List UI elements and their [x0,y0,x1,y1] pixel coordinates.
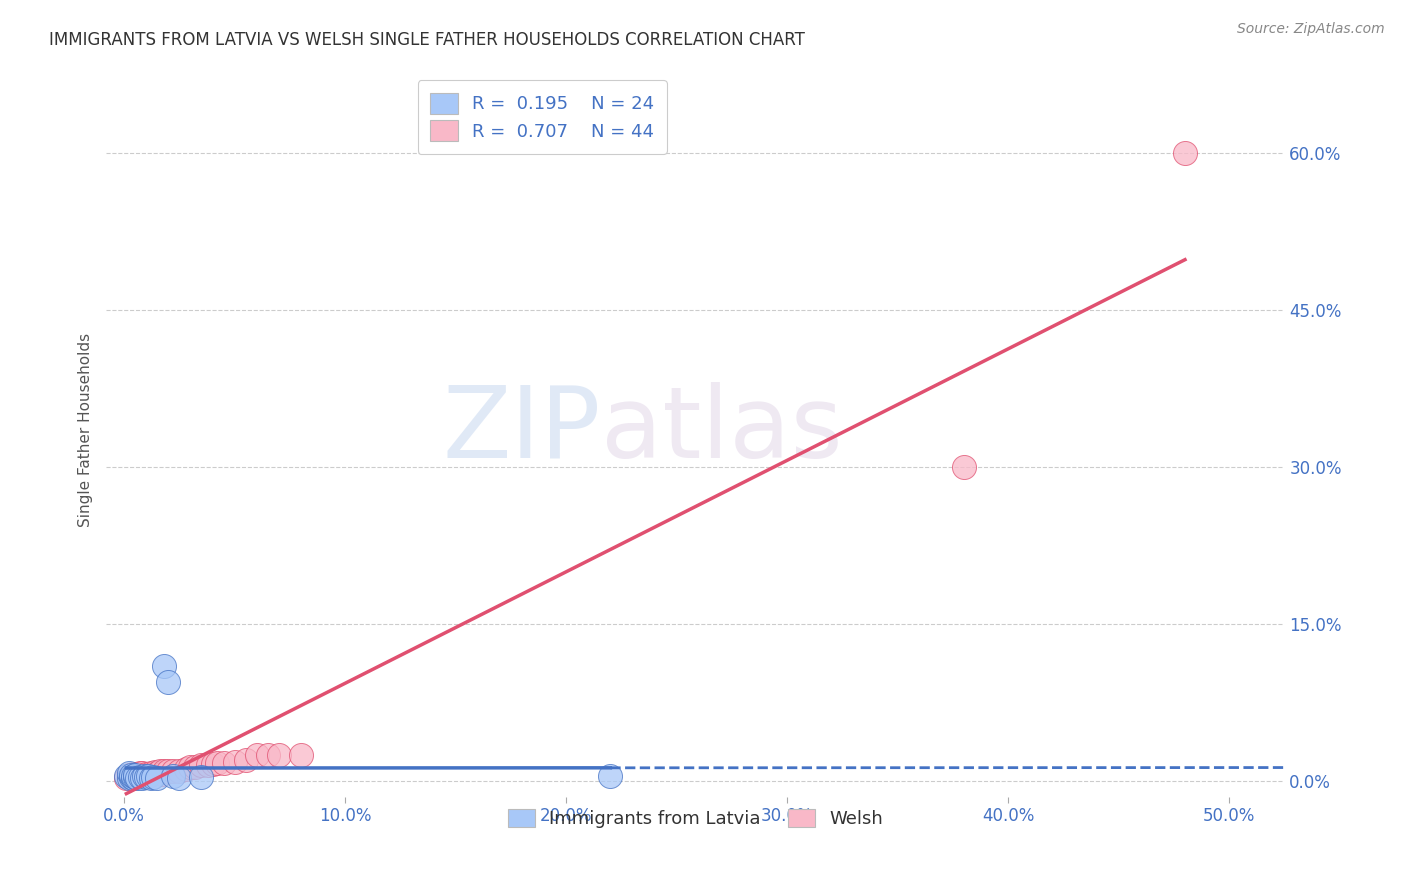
Point [212,756,235,771]
Point [120,768,142,782]
Point [162,764,184,778]
Point [124,770,146,784]
Point [953,460,976,475]
Point [122,771,145,785]
Point [267,747,290,762]
Point [131,771,153,785]
Point [150,766,173,780]
Point [115,769,138,783]
Text: atlas: atlas [602,382,842,479]
Point [174,762,197,776]
Point [117,765,139,780]
Point [117,770,139,784]
Point [132,769,155,783]
Point [162,769,184,783]
Point [153,764,176,778]
Point [128,770,150,784]
Point [135,770,157,784]
Point [120,770,142,784]
Point [169,764,191,778]
Point [117,768,139,782]
Point [190,770,212,784]
Point [139,765,162,780]
Legend: Immigrants from Latvia, Welsh: Immigrants from Latvia, Welsh [501,802,890,836]
Point [122,769,145,783]
Point [122,766,145,780]
Point [127,770,149,784]
Point [138,768,160,782]
Point [138,769,160,783]
Point [122,770,145,784]
Point [124,766,146,780]
Point [131,769,153,783]
Point [256,747,278,762]
Point [205,756,228,771]
Point [143,764,166,779]
Text: Source: ZipAtlas.com: Source: ZipAtlas.com [1237,22,1385,37]
Point [157,764,180,778]
Point [142,766,165,780]
Point [127,771,149,785]
Point [1174,146,1197,161]
Point [139,771,162,785]
Point [124,768,146,782]
Point [169,771,191,785]
Text: IMMIGRANTS FROM LATVIA VS WELSH SINGLE FATHER HOUSEHOLDS CORRELATION CHART: IMMIGRANTS FROM LATVIA VS WELSH SINGLE F… [49,31,806,49]
Point [128,769,150,783]
Point [290,747,312,762]
Point [197,758,219,772]
Point [153,659,176,673]
Point [128,765,150,780]
Point [115,771,138,785]
Point [201,757,224,772]
Point [235,753,257,767]
Point [132,768,155,782]
Point [117,771,139,785]
Point [131,765,153,780]
Point [599,769,621,783]
Point [146,771,169,785]
Point [146,765,169,780]
Point [127,766,149,780]
Point [190,758,212,772]
Point [246,747,269,762]
Point [157,674,180,689]
Point [124,770,146,784]
Text: ZIP: ZIP [443,382,602,479]
Point [148,764,170,778]
Point [120,768,142,782]
Point [135,766,157,780]
Y-axis label: Single Father Households: Single Father Households [79,334,93,527]
Point [142,770,165,784]
Point [179,760,201,774]
Point [224,756,246,770]
Point [184,760,207,774]
Point [120,770,142,784]
